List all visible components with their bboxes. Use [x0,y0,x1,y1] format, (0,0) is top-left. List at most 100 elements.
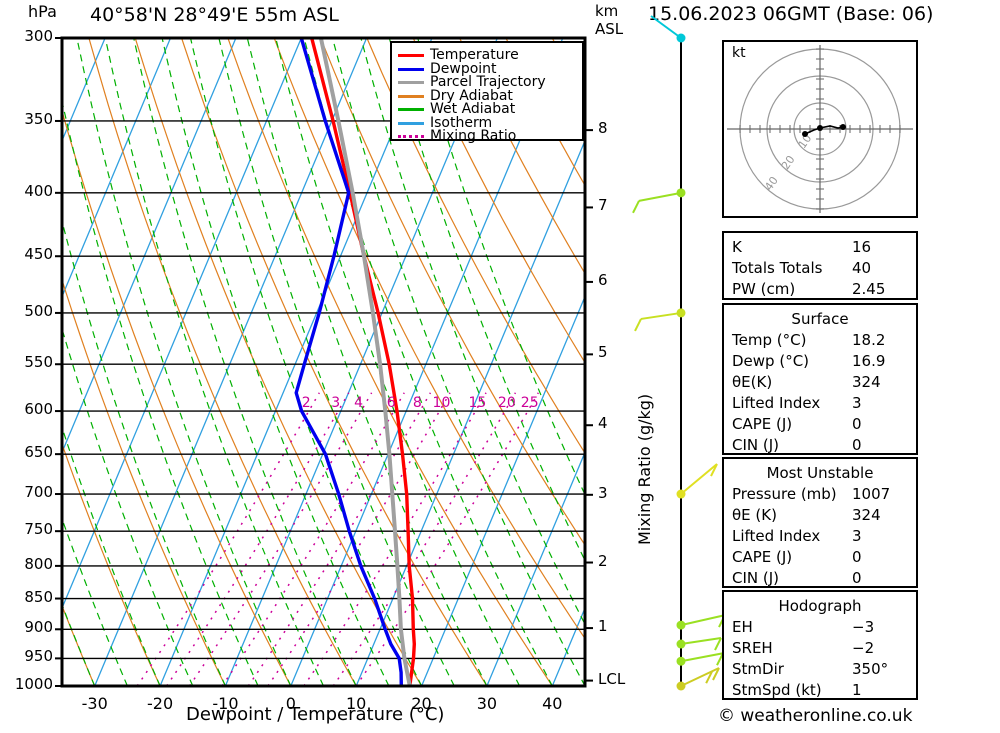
most_unstable-value-1: 324 [852,506,881,524]
legend-swatch-1 [398,67,424,71]
pressure-tick-650: 650 [24,443,53,462]
most_unstable-value-2: 3 [852,527,862,545]
surface-value-2: 324 [852,373,881,391]
surface-label-2: θE(K) [732,373,773,391]
surface-value-5: 0 [852,436,862,454]
legend-label-0: Temperature [430,47,519,63]
hodograph-unit-label: kt [732,45,746,61]
temperature-tick-20: 20 [411,694,432,713]
copyright-notice: © weatheronline.co.uk [718,706,913,726]
height-unit-label-asl: ASL [595,20,624,38]
pressure-tick-450: 450 [24,245,53,264]
most_unstable-value-3: 0 [852,548,862,566]
temperature-tick--30: -30 [81,694,108,713]
height-tick-3: 3 [598,483,608,502]
most_unstable-label-1: θE (K) [732,506,777,524]
legend-label-4: Wet Adiabat [430,101,516,117]
mixing-ratio-label-15: 15 [468,395,487,411]
mixing-ratio-label-2: 2 [301,395,311,411]
height-tick-8: 8 [598,119,608,138]
mixing-ratio-label-10: 10 [432,395,451,411]
pressure-tick-950: 950 [24,647,53,666]
mixing-ratio-label-4: 4 [354,395,363,411]
indices-value-0: 16 [852,238,872,256]
surface-value-4: 0 [852,415,862,433]
hodograph-stats-panel: Hodograph EH −3 SREH −2 StmDir 350° StmSpd (kt… [722,590,918,700]
surface-value-3: 3 [852,394,862,412]
legend-swatch-3 [398,94,424,98]
most_unstable-value-0: 1007 [852,485,891,503]
surface-panel-title: Surface [791,310,849,328]
pressure-tick-900: 900 [24,618,53,637]
surface-label-0: Temp (°C) [732,331,807,349]
legend-swatch-0 [398,54,424,57]
most_unstable-label-0: Pressure (mb) [732,485,837,503]
pressure-tick-850: 850 [24,587,53,606]
height-tick-1: 1 [598,617,608,636]
pressure-tick-400: 400 [24,181,53,200]
hodograph-point-0 [802,131,808,137]
pressure-tick-600: 600 [24,400,53,419]
indices-label-1: Totals Totals [732,259,823,277]
legend-label-6: Mixing Ratio [430,128,517,144]
hodograph-point-2 [840,124,846,130]
mixing-ratio-label-8: 8 [412,395,422,411]
mixing-ratio-label-20: 20 [497,395,516,411]
pressure-tick-750: 750 [24,520,53,539]
pressure-tick-350: 350 [24,109,53,128]
x-axis-title: Dewpoint / Temperature (°C) [186,704,445,725]
legend-swatch-4 [398,108,424,111]
pressure-tick-300: 300 [24,27,53,45]
indices-panel: K 16 Totals Totals 40 PW (cm) 2.45 [722,231,918,300]
most-unstable-panel-title: Most Unstable [766,464,874,482]
indices-value-1: 40 [852,259,872,277]
surface-value-0: 18.2 [852,331,886,349]
hodograph_stats-value-0: −3 [852,618,875,636]
temperature-tick--20: -20 [146,694,174,713]
most_unstable-label-2: Lifted Index [732,527,821,545]
legend-swatch-5 [398,121,424,125]
hodograph_stats-label-2: StmDir [732,660,784,678]
most_unstable-label-3: CAPE (J) [732,548,793,566]
hodograph_stats-value-2: 350° [852,660,889,678]
surface-label-1: Dewp (°C) [732,352,810,370]
surface-label-4: CAPE (J) [732,415,793,433]
surface-value-1: 16.9 [852,352,886,370]
legend-swatch-2 [398,81,424,84]
temperature-tick--10: -10 [212,694,239,713]
height-unit-label-km: km [595,2,619,20]
most_unstable-value-4: 0 [852,569,862,587]
indices-value-2: 2.45 [852,280,886,298]
most_unstable-label-4: CIN (J) [732,569,780,587]
sounding-datetime: 15.06.2023 06GMT (Base: 06) [648,3,934,25]
legend-label-3: Dry Adiabat [430,87,513,104]
surface-label-5: CIN (J) [732,436,780,454]
pressure-tick-500: 500 [24,301,53,320]
legend-label-5: Isotherm [430,114,493,131]
temperature-tick-40: 40 [542,694,563,713]
legend-label-1: Dewpoint [430,60,497,77]
hodograph-ring-label-1: 20 [779,153,798,172]
height-tick-4: 4 [598,414,608,433]
pressure-tick-1000: 1000 [14,675,53,693]
indices-label-0: K [732,238,742,256]
height-tick-7: 7 [598,196,608,215]
most-unstable-panel: Most Unstable Pressure (mb) 1007 θE (K) 324… [722,457,918,588]
pressure-tick-800: 800 [24,554,53,573]
mixing-ratio-label-6: 6 [386,395,396,411]
mixing-ratio-label-3: 3 [331,395,341,411]
hodograph-point-1 [817,125,823,131]
hodograph_stats-label-1: SREH [732,639,773,657]
hodograph-ring-label-2: 40 [762,174,781,193]
legend-swatch-6 [398,135,424,138]
pressure-tick-550: 550 [24,353,53,372]
hodograph_stats-value-3: 1 [852,681,862,699]
mixing-ratio-label-25: 25 [520,395,539,411]
height-tick-5: 5 [598,343,608,362]
hodograph_stats-label-3: StmSpd (kt) [732,681,822,699]
chart-legend: Temperature Dewpoint Parcel Trajectory Dry … [390,41,584,144]
surface-panel: Surface Temp (°C) 18.2 Dewp (°C) 16.9 θE(K) 3… [722,303,918,455]
surface-label-3: Lifted Index [732,394,821,412]
height-tick-2: 2 [598,551,608,570]
